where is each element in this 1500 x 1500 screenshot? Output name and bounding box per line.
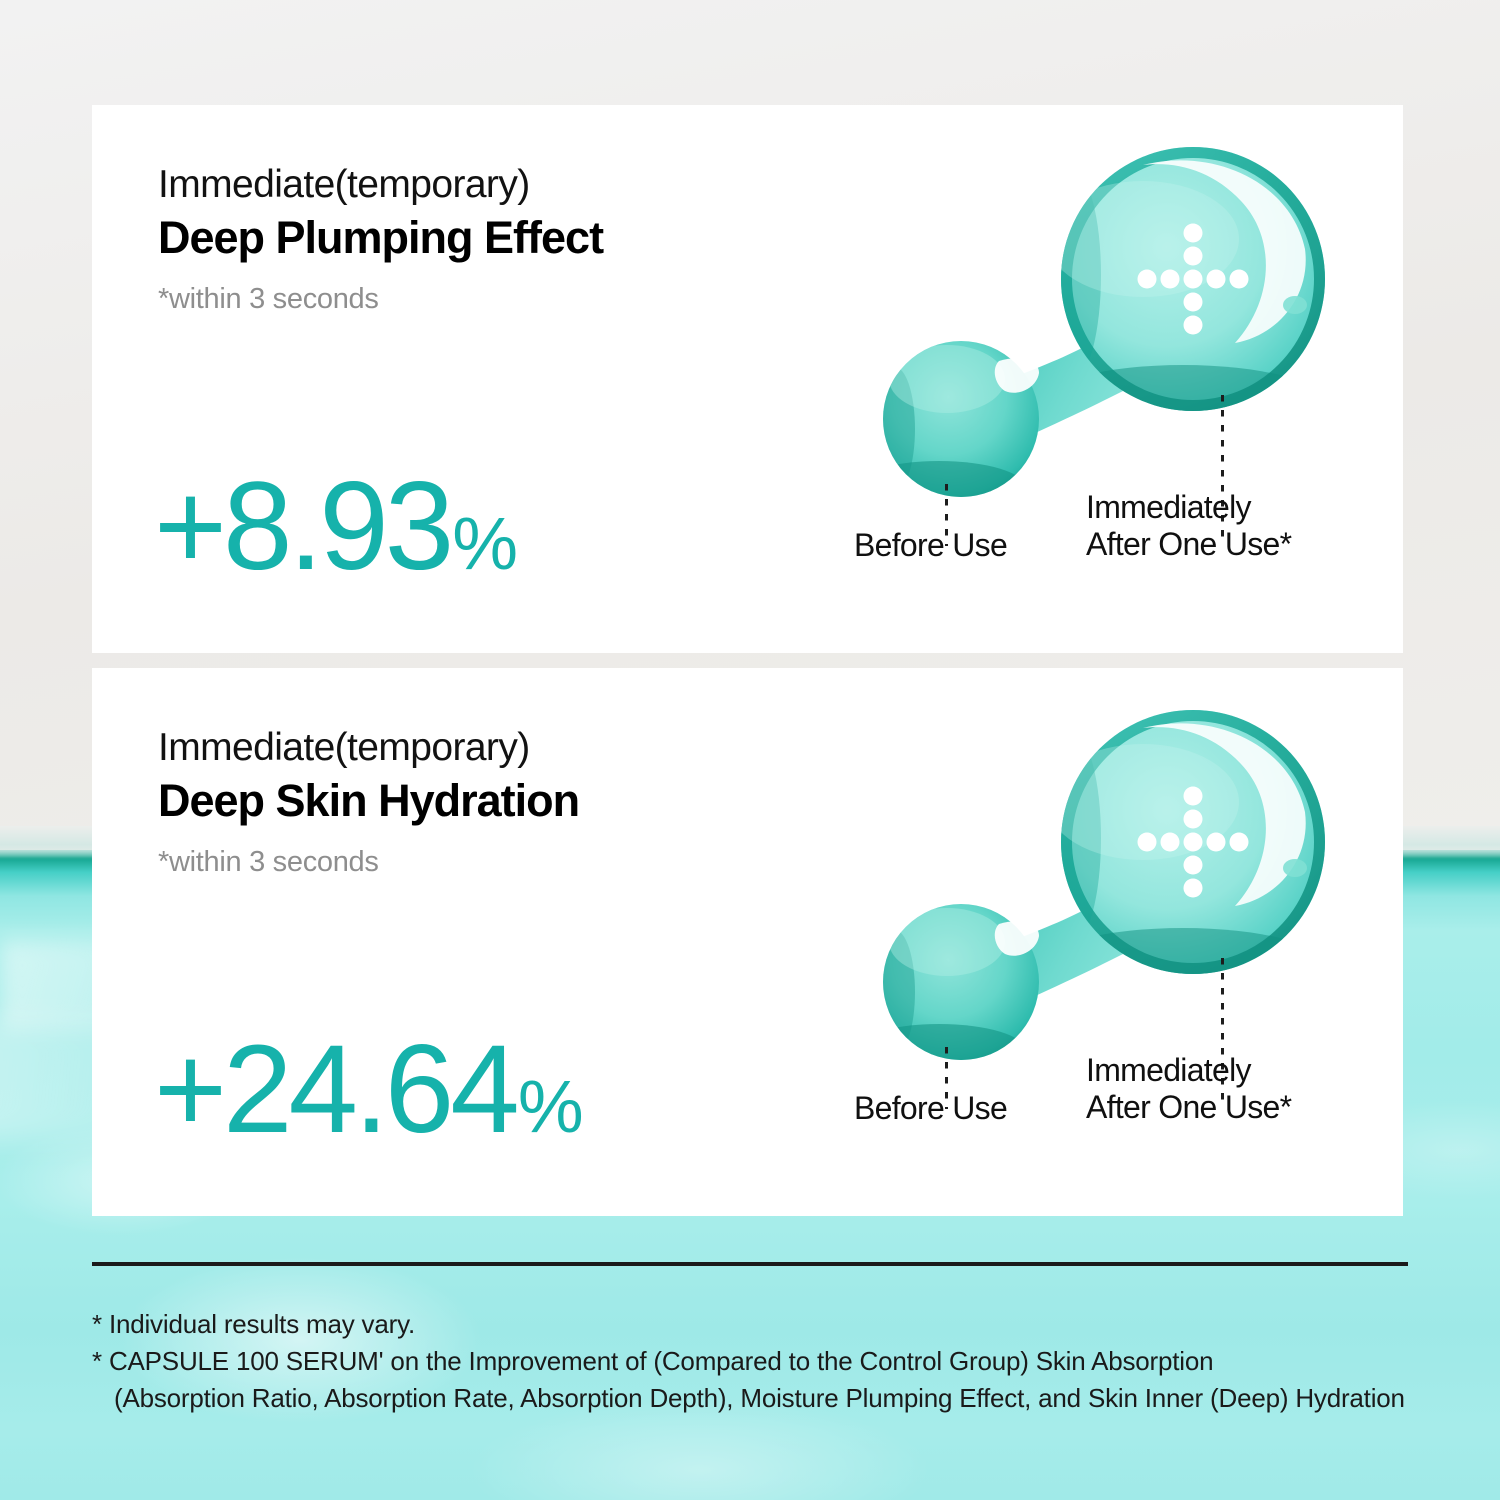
droplet-label-after-line-two: After One Use* [1086, 1089, 1292, 1126]
gel-droplet-illustration [883, 710, 1325, 1060]
leader-line-before-use [945, 1047, 948, 1109]
droplet-label-after-line-one: Immediately [1086, 489, 1252, 525]
droplet-label-before-use: Before Use [854, 527, 1008, 563]
footnote-item: * CAPSULE 100 SERUM' on the Improvement … [92, 1345, 1214, 1376]
gel-droplet-illustration [883, 147, 1325, 497]
stat-unit: % [452, 502, 518, 585]
panel-eyebrow: Immediate(temporary) [158, 726, 530, 769]
dotted-plus-icon [1137, 786, 1249, 898]
footnote-list: * Individual results may vary. * CAPSULE… [92, 1306, 1408, 1417]
droplet-label-after-line-two: After One Use* [1086, 526, 1292, 563]
stat-deep-plumping-effect: +8.93 % [154, 457, 518, 596]
droplet-large-specular [1143, 723, 1306, 906]
droplet-label-after-use: Immediately After One Use* [1086, 489, 1292, 564]
panel-headline: Deep Skin Hydration [158, 775, 580, 827]
footer: * Individual results may vary. * CAPSULE… [92, 1262, 1408, 1417]
droplet-small-highlight [994, 921, 1039, 956]
droplet-label-after-line-one: Immediately [1086, 1052, 1252, 1088]
footnote-item-continuation: (Absorption Ratio, Absorption Rate, Abso… [114, 1382, 1405, 1413]
panel-headline: Deep Plumping Effect [158, 212, 604, 264]
droplet-large-specular [1143, 160, 1306, 343]
panel-subnote: *within 3 seconds [158, 846, 379, 879]
panel-eyebrow: Immediate(temporary) [158, 163, 530, 206]
panel-text-block: Immediate(temporary) Deep Skin Hydration… [158, 726, 580, 879]
stat-value: +24.64 [154, 1020, 520, 1159]
droplet-label-after-use: Immediately After One Use* [1086, 1052, 1292, 1127]
dotted-plus-icon [1137, 223, 1249, 335]
droplet-label-before-use: Before Use [854, 1090, 1008, 1126]
stat-unit: % [517, 1065, 584, 1148]
footer-divider-rule [92, 1262, 1408, 1266]
droplet-comparison-graphic: Before Use Immediately After One Use* [843, 129, 1343, 599]
droplet-small-highlight [994, 358, 1039, 393]
panel-subnote: *within 3 seconds [158, 283, 379, 316]
leader-line-before-use [945, 484, 948, 546]
droplet-comparison-graphic: Before Use Immediately After One Use* [843, 692, 1343, 1162]
panel-deep-plumping-effect: Immediate(temporary) Deep Plumping Effec… [92, 105, 1403, 653]
stat-value: +8.93 [154, 457, 454, 596]
footnote-item: * Individual results may vary. [92, 1309, 415, 1339]
panel-deep-skin-hydration: Immediate(temporary) Deep Skin Hydration… [92, 668, 1403, 1216]
leader-line-after-use [1221, 958, 1224, 1108]
panel-text-block: Immediate(temporary) Deep Plumping Effec… [158, 163, 604, 316]
stat-deep-skin-hydration: +24.64 % [154, 1020, 584, 1159]
leader-line-after-use [1221, 395, 1224, 545]
